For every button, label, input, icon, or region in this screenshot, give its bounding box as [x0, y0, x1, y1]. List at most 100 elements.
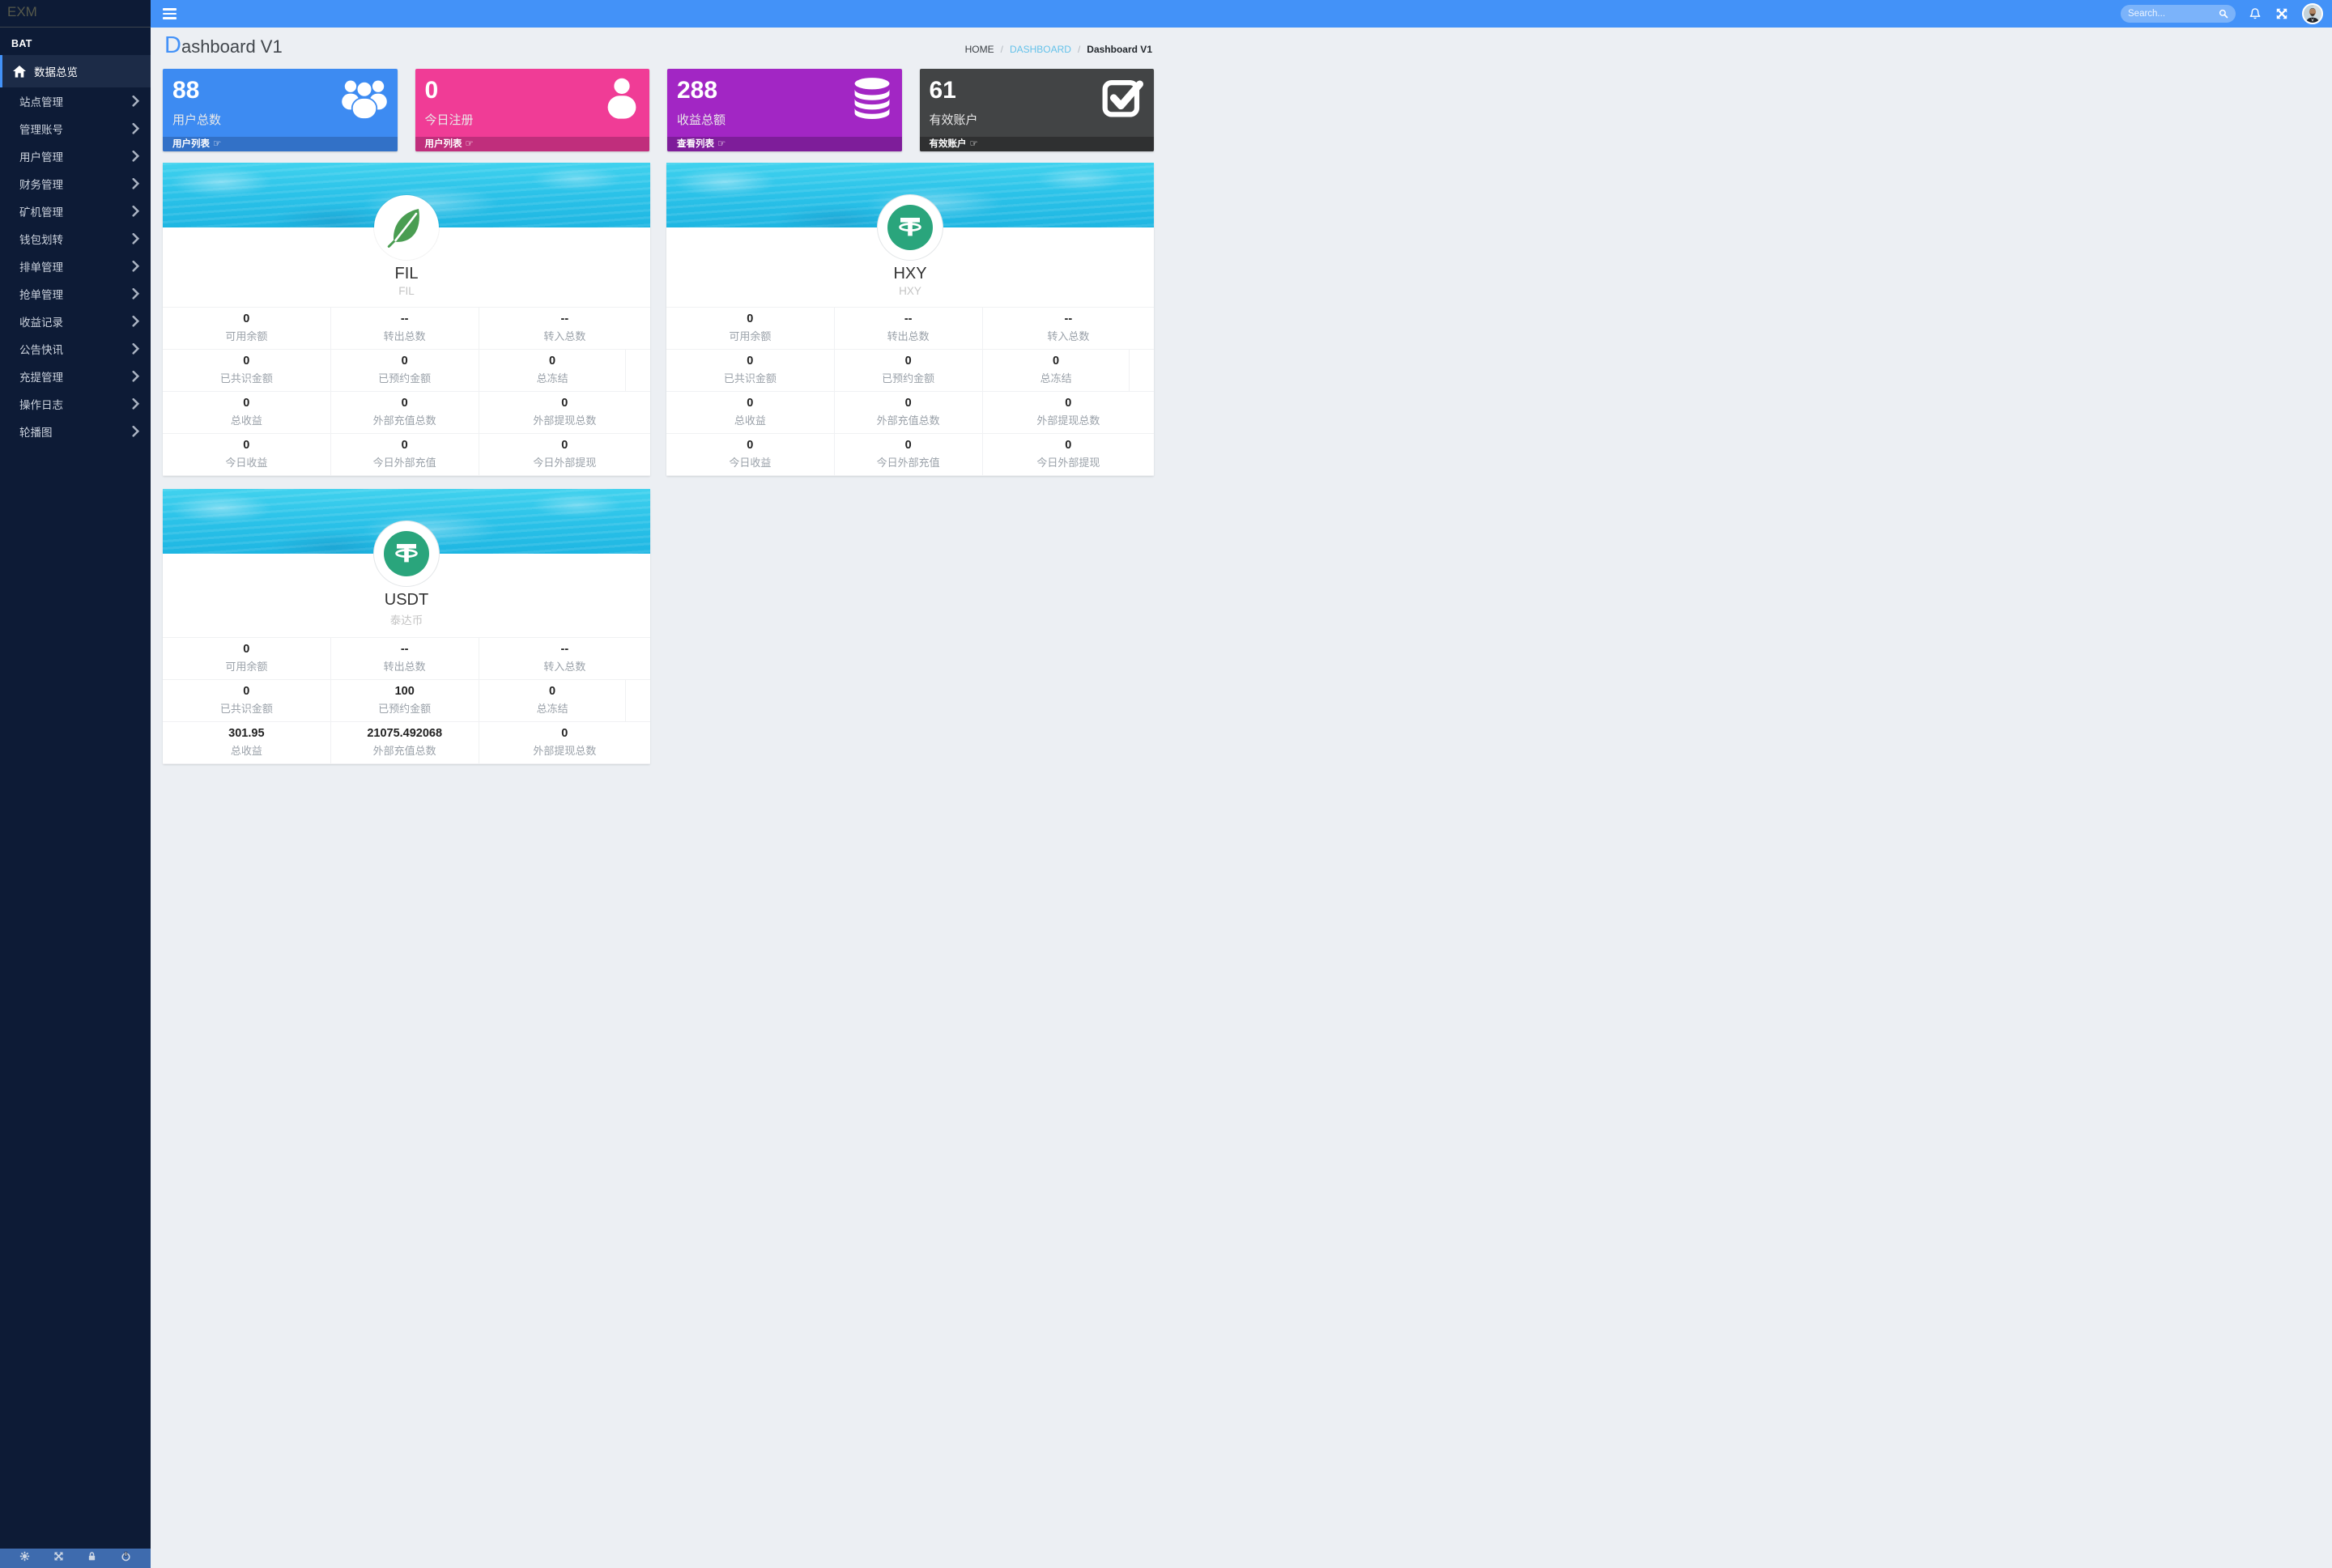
coin-card-hxy: HXY HXY 0 可用余额 -- 转出总数 -- 转入总数 0 已共识金额 0 已预约金… [666, 163, 1154, 476]
coin-cards-row-2: USDT 泰达币 0 可用余额 -- 转出总数 -- 转入总数 0 已共识金额 100 已… [163, 489, 1154, 764]
stat-card-valid-accounts: 61 有效账户 有效账户 ☞ [919, 69, 1154, 151]
stat-cell: 0 可用余额 [666, 308, 835, 349]
brand-logo[interactable]: EXM [0, 0, 151, 28]
expand-fullscreen-icon[interactable] [2275, 7, 2288, 20]
stat-row: 0 已共识金额 0 已预约金额 0 总冻结 [163, 350, 650, 392]
stat-cell: -- 转出总数 [835, 308, 983, 349]
hxy-avatar [878, 195, 943, 260]
sidebar-item-label: 数据总览 [34, 66, 78, 79]
stat-cell: 0 可用余额 [163, 638, 331, 679]
stat-cell: 0 外部提现总数 [1036, 397, 1100, 427]
stat-value: 88 [172, 77, 200, 104]
hand-pointer-icon: ☞ [969, 139, 978, 149]
sidebar-item-grab-order-management[interactable]: 抢单管理 [0, 280, 151, 308]
stat-label: 今日注册 [424, 113, 474, 127]
stat-cell: 0 外部充值总数 [835, 392, 983, 433]
search-icon[interactable] [2219, 9, 2228, 19]
chevron-right-icon [132, 123, 139, 134]
sidebar-item-miner-management[interactable]: 矿机管理 [0, 198, 151, 225]
sidebar-item-deposit-withdraw[interactable]: 充提管理 [0, 363, 151, 390]
sidebar-item-user-management[interactable]: 用户管理 [0, 142, 151, 170]
sidebar-item-label: 管理账号 [19, 124, 63, 136]
sidebar-item-label: 抢单管理 [19, 289, 63, 301]
sidebar-footer [0, 1549, 151, 1568]
stat-footer-link[interactable]: 用户列表 ☞ [163, 137, 398, 151]
chevron-right-icon [132, 398, 139, 410]
stat-value: 61 [929, 77, 956, 104]
sidebar-item-label: 公告快讯 [19, 344, 63, 356]
stat-card-total-users: 88 用户总数 用户列表 ☞ [163, 69, 398, 151]
chevron-right-icon [132, 316, 139, 327]
stat-cell: -- 转入总数 [543, 312, 586, 342]
empty-column [666, 489, 1154, 764]
sidebar-item-label: 操作日志 [19, 399, 63, 411]
power-icon[interactable] [121, 1551, 131, 1566]
sidebar-item-label: 用户管理 [19, 151, 63, 164]
chevron-right-icon [132, 371, 139, 382]
stat-cell: 0 今日外部提现 [1036, 439, 1100, 469]
stat-cell: -- 转出总数 [331, 638, 479, 679]
gear-icon[interactable] [19, 1551, 30, 1566]
sidebar-item-label: 收益记录 [19, 317, 63, 329]
stat-label: 收益总额 [677, 113, 726, 127]
sidebar-item-label: 钱包划转 [19, 234, 63, 246]
coin-stats-table: 0 可用余额 -- 转出总数 -- 转入总数 0 已共识金额 0 已预约金额 0 总冻结 0… [666, 307, 1154, 476]
stat-row: 0 已共识金额 0 已预约金额 0 总冻结 [666, 350, 1154, 392]
stat-cell: 0 今日外部充值 [835, 434, 983, 475]
breadcrumb-home[interactable]: HOME [964, 44, 994, 55]
stat-cell: -- 转入总数 [543, 643, 586, 673]
search-input[interactable] [2128, 9, 2219, 19]
stat-cards-row: 88 用户总数 用户列表 ☞ 0 今日注册 用户列表 ☞ 288 收益总额 [163, 69, 1154, 151]
sidebar-item-label: 矿机管理 [19, 206, 63, 219]
leaf-icon [385, 204, 428, 252]
chevron-right-icon [132, 288, 139, 300]
sidebar-item-data-overview[interactable]: 数据总览 [0, 55, 151, 87]
sidebar-item-label: 站点管理 [19, 96, 63, 108]
sidebar-item-label: 充提管理 [19, 372, 63, 384]
coin-name: USDT [384, 591, 429, 609]
breadcrumb-dashboard[interactable]: DASHBOARD [1009, 44, 1071, 55]
stat-footer-link[interactable]: 查看列表 ☞ [667, 137, 902, 151]
stat-row: 0 今日收益 0 今日外部充值 0 今日外部提现 [666, 434, 1154, 476]
chevron-right-icon [132, 233, 139, 244]
sidebar-item-carousel[interactable]: 轮播图 [0, 418, 151, 445]
check-square-icon [1102, 77, 1144, 117]
hand-pointer-icon: ☞ [465, 139, 474, 149]
sidebar-item-finance-management[interactable]: 财务管理 [0, 170, 151, 198]
usdt-avatar [374, 521, 439, 586]
user-avatar[interactable] [2302, 3, 2323, 24]
stat-value: 0 [424, 77, 439, 104]
stat-cell: 0 可用余额 [163, 308, 331, 349]
sidebar-item-queue-management[interactable]: 排单管理 [0, 253, 151, 280]
coin-card-usdt: USDT 泰达币 0 可用余额 -- 转出总数 -- 转入总数 0 已共识金额 100 已… [163, 489, 650, 764]
stat-cell: 21075.492068 外部充值总数 [331, 722, 479, 763]
stat-cell: 0 今日收益 [666, 434, 835, 475]
stat-cell: 0 总冻结 [479, 680, 627, 721]
stat-cell: 0 外部提现总数 [533, 727, 597, 757]
stat-label: 用户总数 [172, 113, 222, 127]
stat-row: 0 可用余额 -- 转出总数 -- 转入总数 [163, 308, 650, 350]
hand-pointer-icon: ☞ [717, 139, 726, 149]
fullscreen-icon[interactable] [53, 1551, 64, 1566]
sidebar-item-admin-accounts[interactable]: 管理账号 [0, 115, 151, 142]
breadcrumb: HOME / DASHBOARD / Dashboard V1 [964, 44, 1152, 55]
sidebar-item-site-management[interactable]: 站点管理 [0, 87, 151, 115]
chevron-right-icon [132, 426, 139, 437]
lock-icon[interactable] [87, 1551, 97, 1566]
coin-stats-table: 0 可用余额 -- 转出总数 -- 转入总数 0 已共识金额 100 已预约金额 0 总冻结… [163, 637, 650, 764]
breadcrumb-current: Dashboard V1 [1087, 44, 1152, 55]
sidebar-item-announcements[interactable]: 公告快讯 [0, 335, 151, 363]
stat-label: 有效账户 [929, 113, 978, 127]
top-navbar [151, 0, 2332, 28]
stat-cell-empty [626, 350, 649, 391]
notifications-bell-icon[interactable] [2249, 7, 2262, 20]
database-icon [852, 77, 892, 121]
sidebar-item-label: 排单管理 [19, 261, 63, 274]
stat-footer-link[interactable]: 有效账户 ☞ [919, 137, 1154, 151]
sidebar-item-operation-logs[interactable]: 操作日志 [0, 390, 151, 418]
hamburger-menu-icon[interactable] [151, 0, 188, 28]
stat-footer-link[interactable]: 用户列表 ☞ [415, 137, 649, 151]
sidebar-item-wallet-transfer[interactable]: 钱包划转 [0, 225, 151, 253]
sidebar-item-earnings-records[interactable]: 收益记录 [0, 308, 151, 335]
chevron-right-icon [132, 261, 139, 272]
